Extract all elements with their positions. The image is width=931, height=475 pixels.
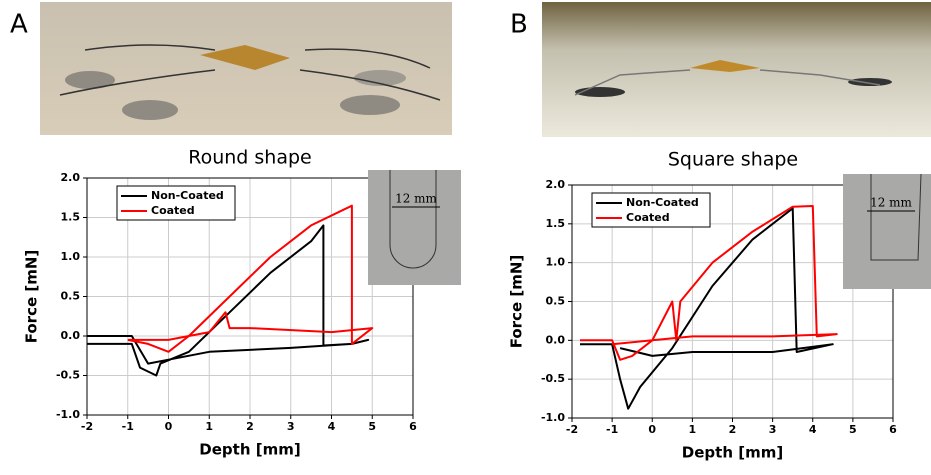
x-tick-label: 4 xyxy=(809,423,817,436)
x-tick-label: 6 xyxy=(889,423,897,436)
legend-label: Non-Coated xyxy=(151,189,224,202)
y-tick-label: 2.0 xyxy=(546,178,566,191)
y-axis-label: Force [mN] xyxy=(508,255,526,349)
figure: A Round shape -2 -1 0 1 2 3 4 5 6 -1.0 -0.5 0.0 0.5 1.0… xyxy=(0,0,931,475)
photo-a xyxy=(40,2,452,135)
inset-image: 12 mm xyxy=(368,170,461,285)
y-tick-label: 0.0 xyxy=(61,329,81,342)
y-tick-label: 0.0 xyxy=(546,333,566,346)
y-tick-label: -0.5 xyxy=(541,372,565,385)
x-tick-label: 5 xyxy=(849,423,857,436)
legend-label: Non-Coated xyxy=(626,196,699,209)
x-tick-label: 1 xyxy=(689,423,697,436)
inset-label: 12 mm xyxy=(870,196,912,210)
x-tick-label: 1 xyxy=(205,420,213,433)
legend: Non-Coated Coated xyxy=(592,193,710,227)
x-tick-label: -2 xyxy=(81,420,93,433)
y-tick-label: 1.5 xyxy=(546,217,566,230)
x-tick-label: 3 xyxy=(287,420,295,433)
x-tick-label: -1 xyxy=(606,423,618,436)
y-tick-label: 1.5 xyxy=(61,211,81,224)
photo-b xyxy=(542,2,931,137)
x-axis-label: Depth [mm] xyxy=(199,441,300,459)
x-tick-label: 2 xyxy=(246,420,254,433)
y-tick-label: 1.0 xyxy=(546,256,566,269)
x-axis-label: Depth [mm] xyxy=(682,444,783,462)
y-tick-label: 0.5 xyxy=(61,290,81,303)
x-tick-label: 0 xyxy=(165,420,173,433)
x-tick-label: 2 xyxy=(729,423,737,436)
y-tick-label: -0.5 xyxy=(56,369,80,382)
inset-image: 12 mm xyxy=(843,174,931,289)
chart-title: Round shape xyxy=(188,147,312,169)
x-tick-label: 0 xyxy=(648,423,656,436)
inset-bg xyxy=(843,174,931,289)
y-tick-label: -1.0 xyxy=(56,408,80,421)
panel-label: B xyxy=(510,10,528,40)
x-tick-label: 6 xyxy=(409,420,417,433)
panel-label: A xyxy=(10,10,28,40)
legend-label: Coated xyxy=(626,211,670,224)
x-tick-label: 4 xyxy=(328,420,336,433)
y-tick-label: -1.0 xyxy=(541,411,565,424)
y-tick-label: 2.0 xyxy=(61,171,81,184)
x-tick-label: -1 xyxy=(122,420,134,433)
legend-label: Coated xyxy=(151,204,195,217)
inset-label: 12 mm xyxy=(395,192,437,206)
y-axis-label: Force [mN] xyxy=(23,250,41,344)
x-tick-label: 5 xyxy=(368,420,376,433)
y-tick-label: 1.0 xyxy=(61,250,81,263)
chart-title: Square shape xyxy=(668,149,798,171)
y-tick-label: 0.5 xyxy=(546,295,566,308)
x-tick-label: -2 xyxy=(566,423,578,436)
x-tick-label: 3 xyxy=(769,423,777,436)
legend: Non-Coated Coated xyxy=(117,186,235,220)
